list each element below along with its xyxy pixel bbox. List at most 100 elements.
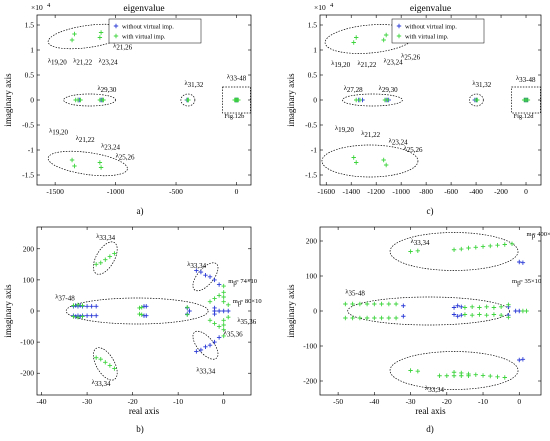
- chart-title: eigenvalue: [410, 4, 451, 14]
- label-main: = 80×10: [240, 298, 262, 305]
- x-tick-label: 0: [222, 397, 226, 406]
- label-sub: 33,34: [414, 239, 430, 247]
- marker-with-imp: [480, 373, 486, 378]
- group-ellipse: [389, 232, 519, 271]
- marker-with-imp: [459, 373, 464, 378]
- panel-label: c): [427, 206, 434, 216]
- eigenvalue-label: λ21,22: [357, 60, 376, 69]
- marker-with-imp: [477, 305, 482, 310]
- marker-with-imp: [354, 160, 359, 165]
- label-main: = 74×10: [235, 278, 257, 285]
- label-main: m: [512, 278, 517, 285]
- y-tick-label: -200: [303, 377, 317, 386]
- label-main: λ: [224, 329, 228, 336]
- marker-with-imp: [80, 303, 85, 308]
- label-sub: 23,24: [387, 59, 403, 67]
- marker-without-imp: [212, 339, 217, 345]
- label-main: λ: [185, 80, 189, 87]
- y-axis-label: imaginary axis: [3, 73, 13, 127]
- marker-with-imp: [495, 374, 500, 379]
- label-main: λ: [97, 85, 101, 92]
- marker-with-imp: [379, 315, 384, 321]
- y-tick-label: 0.5: [25, 71, 35, 80]
- label-sub: 19,20: [51, 59, 67, 67]
- marker-with-imp: [221, 327, 226, 332]
- x-tick-label: -400: [469, 187, 483, 196]
- marker-with-imp: [93, 355, 99, 360]
- marker-without-imp: [459, 304, 464, 309]
- eigenvalue-label: λ23,24: [101, 143, 120, 152]
- marker-without-imp: [89, 313, 94, 318]
- label-sub: p: [517, 279, 521, 287]
- zoom-box: [222, 86, 251, 114]
- label-sub: 33,34: [99, 234, 115, 242]
- x-axis-label: real axis: [129, 406, 160, 416]
- marker-with-imp: [451, 247, 457, 252]
- x-tick-label: -20: [442, 397, 452, 406]
- y-tick-label: -0.5: [305, 121, 317, 130]
- y-tick-label: -1.5: [22, 171, 34, 180]
- eigenvalue-label: λ21,22: [76, 135, 95, 144]
- y-tick-label: -0.5: [22, 121, 34, 130]
- label-main: λ: [411, 238, 415, 245]
- marker-with-imp: [350, 315, 355, 321]
- group-ellipse: [192, 262, 219, 292]
- marker-with-imp: [186, 97, 191, 103]
- marker-with-imp: [71, 314, 76, 319]
- y-tick-label: 0: [313, 96, 317, 105]
- label-main: λ: [404, 145, 408, 152]
- label-sub: 27,28: [347, 86, 363, 94]
- x-tick-label: -40: [369, 397, 379, 406]
- marker-with-imp: [137, 311, 142, 317]
- marker-with-imp: [221, 283, 226, 289]
- marker-with-imp: [69, 157, 75, 163]
- marker-with-imp: [354, 97, 359, 103]
- eigenvalue-label: λ33,34: [196, 367, 215, 376]
- label-sub: 33,34: [428, 386, 444, 394]
- group-ellipse: [65, 297, 209, 325]
- x-tick-label: -1000: [107, 187, 125, 196]
- marker-with-imp: [524, 308, 529, 314]
- marker-with-imp: [98, 260, 103, 265]
- label-sub: 35,36: [227, 330, 243, 338]
- x-tick-label: -1500: [46, 187, 64, 196]
- marker-with-imp: [97, 160, 103, 165]
- marker-with-imp: [495, 243, 500, 248]
- marker-with-imp: [491, 305, 497, 310]
- label-main: m: [233, 298, 238, 305]
- group-ellipse: [468, 93, 484, 107]
- marker-with-imp: [97, 35, 103, 40]
- label-main: λ: [357, 60, 361, 67]
- y-tick-label: 1.5: [25, 21, 35, 30]
- legend-entry-without: without virtual imp.: [122, 24, 174, 31]
- eigenvalue-label: λ37-48: [55, 294, 75, 303]
- eigenvalue-label: λ19,20: [335, 125, 354, 134]
- x-tick-label: -800: [419, 187, 433, 196]
- marker-with-imp: [477, 312, 482, 317]
- group-ellipse: [180, 93, 196, 107]
- eigenvalue-label: λ21,22: [361, 130, 380, 139]
- eigenvalue-label: λ33,34: [425, 385, 444, 394]
- eigenvalue-label: λ25,26: [116, 153, 135, 162]
- marker-with-imp: [466, 245, 471, 251]
- x-tick-label: -10: [173, 397, 183, 406]
- marker-with-imp: [385, 97, 390, 103]
- y-tick-label: 1: [30, 46, 34, 55]
- y-tick-label: 200: [306, 237, 318, 246]
- marker-with-imp: [112, 366, 117, 371]
- label-sub: 19,20: [338, 126, 354, 134]
- group-ellipse: [47, 150, 128, 177]
- marker-with-imp: [364, 315, 370, 321]
- marker-with-imp: [484, 304, 489, 309]
- x-tick-label: -1200: [367, 187, 385, 196]
- marker-with-imp: [498, 313, 504, 318]
- marker-without-imp: [401, 314, 406, 319]
- marker-with-imp: [103, 360, 108, 365]
- marker-with-imp: [103, 257, 108, 262]
- y-tick-label: 100: [306, 272, 318, 281]
- y-tick-label: -100: [20, 338, 34, 347]
- label-main: λ: [516, 75, 520, 82]
